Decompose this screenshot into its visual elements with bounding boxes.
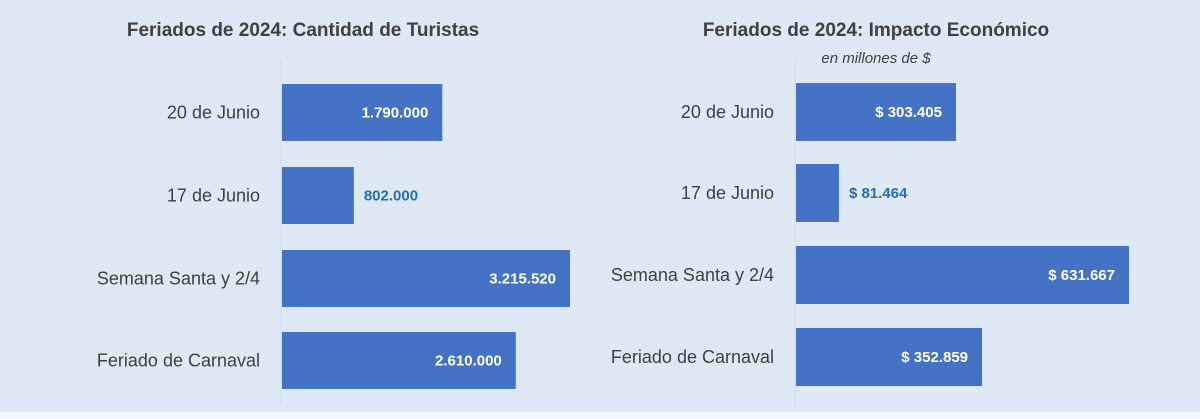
value-label: $ 81.464 [849, 185, 908, 202]
bar [282, 250, 570, 307]
economic-impact-chart: Feriados de 2024: Impacto Económico en m… [611, 20, 1129, 405]
bar [282, 332, 516, 389]
bottom-strip [0, 412, 1200, 419]
category-label: 17 de Junio [167, 186, 260, 206]
value-label: 802.000 [364, 188, 418, 205]
value-label: $ 303.405 [875, 104, 942, 121]
category-label: Feriado de Carnaval [97, 351, 260, 371]
category-label: Semana Santa y 2/4 [97, 269, 260, 289]
chart-subtitle: en millones de $ [821, 50, 931, 67]
bar [796, 83, 956, 141]
chart-title: Feriados de 2024: Cantidad de Turistas [127, 20, 479, 41]
bar [796, 328, 983, 386]
bar [282, 167, 354, 224]
chart-title: Feriados de 2024: Impacto Económico [703, 20, 1049, 41]
bar [282, 84, 443, 141]
value-label: $ 352.859 [901, 349, 968, 366]
value-label: 3.215.520 [489, 271, 556, 288]
category-label: 20 de Junio [681, 102, 774, 122]
category-label: 17 de Junio [681, 183, 774, 203]
category-label: 20 de Junio [167, 103, 260, 123]
bar [796, 246, 1129, 304]
category-label: Semana Santa y 2/4 [611, 265, 774, 285]
bar [796, 164, 839, 222]
value-label: 2.610.000 [435, 353, 502, 370]
value-label: $ 631.667 [1048, 267, 1115, 284]
value-label: 1.790.000 [362, 105, 429, 122]
tourists-chart: Feriados de 2024: Cantidad de Turistas 2… [97, 20, 570, 405]
category-label: Feriado de Carnaval [611, 347, 774, 367]
